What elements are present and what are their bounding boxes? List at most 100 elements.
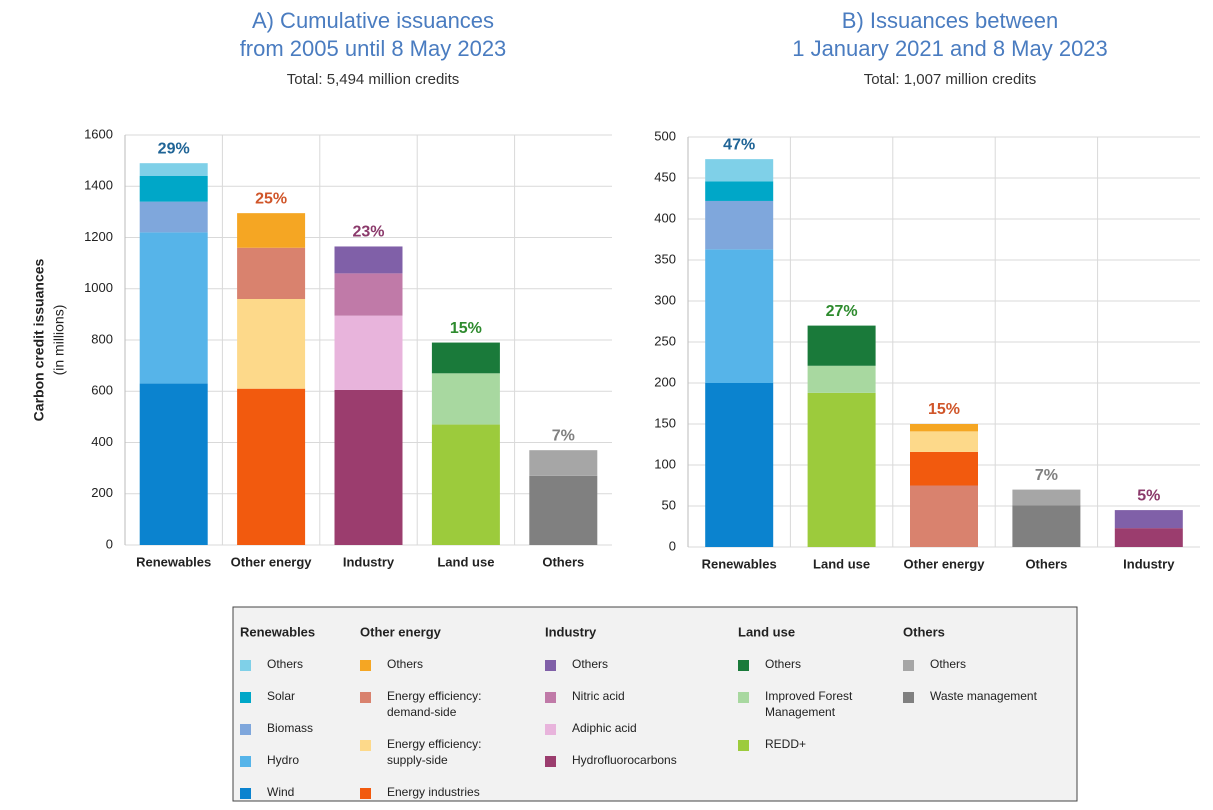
bar-segment	[237, 388, 306, 545]
legend-label: Others	[387, 657, 423, 671]
legend-label: Others	[765, 657, 801, 671]
legend-label-line: Others	[765, 657, 801, 671]
y-tick-label: 300	[654, 292, 676, 307]
legend-label-line: Hydro	[267, 753, 299, 767]
legend-label: Others	[572, 657, 608, 671]
legend-swatch	[240, 692, 251, 703]
bar-segment	[807, 392, 876, 547]
legend-label-line: REDD+	[765, 737, 806, 751]
share-label: 47%	[723, 136, 755, 153]
bar-segment	[1012, 505, 1081, 547]
bar-segment	[237, 299, 306, 389]
y-tick-label: 400	[91, 434, 113, 449]
bar-segment	[334, 273, 403, 316]
legend-label: Improved Forest Management	[765, 689, 853, 719]
y-tick-label: 100	[654, 456, 676, 471]
share-label: 23%	[352, 224, 384, 241]
legend-swatch	[903, 660, 914, 671]
share-label: 15%	[450, 320, 482, 337]
bar-segment	[910, 451, 978, 486]
legend-label: Energy efficiency: demand-side	[387, 689, 482, 719]
legend-swatch	[545, 756, 556, 767]
legend-label-line: Adiphic acid	[572, 721, 637, 735]
x-tick-label: Other energy	[904, 556, 986, 571]
bar-segment	[431, 342, 500, 374]
bar-segment	[529, 450, 598, 476]
x-tick-label: Renewables	[136, 554, 211, 569]
share-label: 27%	[826, 303, 858, 320]
legend-label: Adiphic acid	[572, 721, 637, 735]
bar-segment	[139, 163, 208, 176]
bar-segment	[1114, 528, 1183, 547]
share-label: 29%	[158, 140, 190, 157]
legend-group-title: Land use	[738, 624, 795, 639]
legend-box	[232, 606, 1078, 802]
bar-segment	[334, 389, 403, 545]
x-tick-label: Industry	[343, 554, 395, 569]
legend-swatch	[738, 692, 749, 703]
legend-swatch	[240, 756, 251, 767]
x-tick-label: Land use	[437, 554, 494, 569]
share-label: 15%	[928, 401, 960, 418]
bar-segment	[431, 373, 500, 425]
chart-title: B) Issuances between	[842, 8, 1058, 33]
bar-segment	[705, 383, 774, 547]
y-axis-title: Carbon credit issuances	[31, 258, 47, 421]
legend-label: REDD+	[765, 737, 806, 751]
legend-swatch	[738, 660, 749, 671]
legend-swatch	[738, 740, 749, 751]
bar-segment	[910, 485, 978, 547]
legend-swatch	[240, 788, 251, 799]
chart-title: A) Cumulative issuances	[252, 8, 494, 33]
share-label: 7%	[1035, 467, 1058, 484]
y-tick-label: 1000	[84, 280, 113, 295]
y-tick-label: 50	[662, 497, 676, 512]
legend-label: Biomass	[267, 721, 313, 735]
y-tick-label: 150	[654, 415, 676, 430]
bar-segment	[139, 383, 208, 545]
legend-swatch	[360, 660, 371, 671]
x-tick-label: Others	[542, 554, 584, 569]
bar-segment	[334, 246, 403, 274]
bar-segment	[1114, 510, 1183, 529]
legend-swatch	[360, 692, 371, 703]
legend-label-line: Management	[765, 705, 836, 719]
y-tick-label: 600	[91, 383, 113, 398]
legend-swatch	[360, 788, 371, 799]
x-tick-label: Land use	[813, 556, 870, 571]
chart-subtitle: Total: 1,007 million credits	[864, 71, 1037, 88]
legend-label: Hydrofluorocarbons	[572, 753, 677, 767]
legend-swatch	[240, 660, 251, 671]
bar-segment	[237, 213, 306, 248]
legend-label-line: Energy industries	[387, 785, 480, 799]
y-tick-label: 1200	[84, 229, 113, 244]
legend-swatch	[240, 724, 251, 735]
legend-label-line: Others	[387, 657, 423, 671]
bar-segment	[139, 232, 208, 384]
legend-label-line: Hydrofluorocarbons	[572, 753, 677, 767]
legend-label-line: Nitric acid	[572, 689, 625, 703]
legend-label-line: Others	[572, 657, 608, 671]
bar-segment	[705, 181, 774, 201]
legend-label-line: Energy efficiency:	[387, 737, 482, 751]
bar-segment	[1012, 489, 1081, 506]
bar-segment	[237, 247, 306, 299]
y-tick-label: 0	[106, 536, 113, 551]
y-tick-label: 200	[654, 374, 676, 389]
chart-subtitle: Total: 5,494 million credits	[287, 71, 460, 88]
legend-group-title: Industry	[545, 624, 597, 639]
legend-label: Wind	[267, 785, 294, 799]
legend-label-line: Waste management	[930, 689, 1038, 703]
share-label: 7%	[552, 427, 575, 444]
legend-swatch	[545, 660, 556, 671]
legend-label-line: Improved Forest	[765, 689, 853, 703]
y-axis-subtitle: (in millions)	[51, 305, 67, 376]
y-tick-label: 400	[654, 210, 676, 225]
y-tick-label: 500	[654, 128, 676, 143]
legend-label: Others	[930, 657, 966, 671]
legend-label: Energy efficiency: supply-side	[387, 737, 482, 767]
y-tick-label: 450	[654, 169, 676, 184]
share-label: 5%	[1137, 487, 1160, 504]
legend-label: Energy industries	[387, 785, 480, 799]
